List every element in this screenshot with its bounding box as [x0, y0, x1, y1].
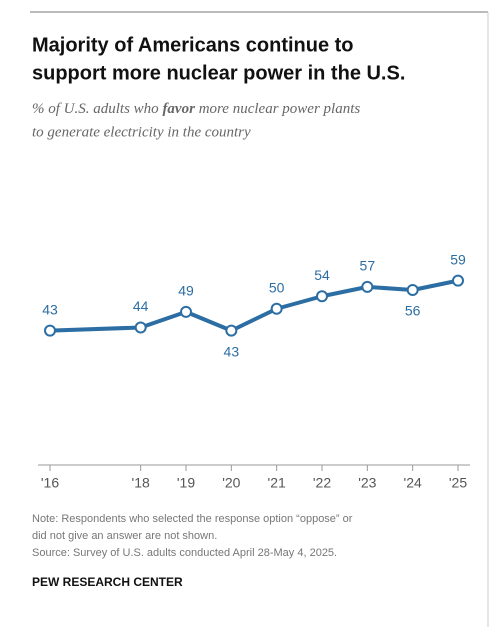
x-tick-label: '20 — [222, 475, 240, 491]
data-label: 50 — [269, 279, 285, 295]
data-label: 56 — [405, 303, 421, 319]
marker — [270, 302, 283, 315]
chart-subtitle: % of U.S. adults who favor more nuclear … — [32, 101, 360, 117]
marker — [134, 321, 147, 334]
x-tick-label: '25 — [449, 475, 467, 491]
marker — [180, 305, 192, 318]
chart-title: Majority of Americans continue to — [32, 34, 354, 56]
chart-title: support more nuclear power in the U.S. — [32, 62, 405, 84]
data-label: 54 — [314, 267, 330, 283]
marker — [316, 290, 328, 303]
x-tick-label: '22 — [313, 475, 331, 491]
note: Note: Respondents who selected the respo… — [32, 513, 353, 525]
line — [49, 278, 459, 333]
chart-subtitle: to generate electricity in the country — [32, 124, 251, 140]
marker — [452, 274, 464, 287]
marker — [44, 324, 56, 337]
source: Source: Survey of U.S. adults conducted … — [32, 547, 337, 559]
x-tick-label: '18 — [132, 475, 150, 491]
x-tick-label: '23 — [358, 475, 376, 491]
x-tick-label: '16 — [41, 475, 59, 491]
note: did not give an answer are not shown. — [32, 530, 217, 542]
subtitle-text: more nuclear power plants — [195, 101, 360, 117]
data-label: 49 — [178, 283, 194, 299]
marker — [225, 324, 238, 337]
credit: PEW RESEARCH CENTER — [32, 575, 183, 589]
data-label: 59 — [450, 251, 466, 267]
data-label: 43 — [224, 343, 240, 359]
data-label: 43 — [42, 301, 58, 317]
data-label: 57 — [360, 258, 376, 274]
x-tick-label: '21 — [268, 475, 286, 491]
marker — [361, 280, 374, 293]
data-label: 44 — [133, 298, 149, 314]
subtitle-text: % of U.S. adults who — [32, 101, 162, 117]
marker — [406, 284, 419, 296]
x-tick-label: '24 — [404, 475, 422, 491]
subtitle-emphasis: favor — [162, 101, 195, 117]
x-tick-label: '19 — [177, 475, 195, 491]
